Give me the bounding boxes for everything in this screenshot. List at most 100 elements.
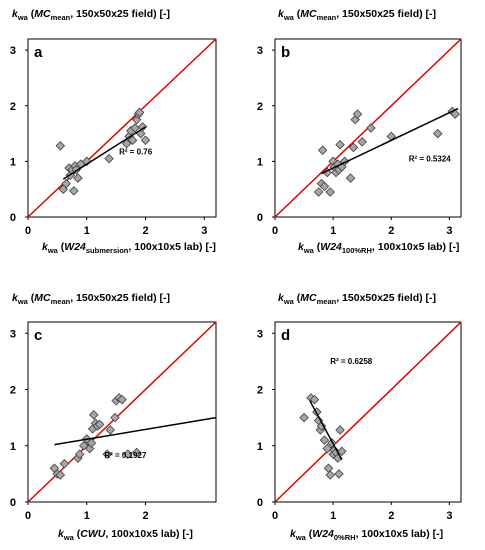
y-axis-label: kwa (MCmean, 150x50x25 field) [-] [278, 292, 437, 307]
data-point [134, 107, 145, 118]
x-tick-label: 1 [84, 510, 90, 522]
scatter-plot: 0 1 2 3 0 1 2 3 d R² = 0.6258 [257, 321, 462, 522]
x-tick-label: 3 [201, 225, 207, 237]
data-point [61, 178, 71, 189]
x-tick-label: 0 [272, 225, 278, 237]
identity-line [27, 38, 217, 218]
panel-letter: c [34, 327, 42, 344]
x-tick-label: 1 [330, 510, 336, 522]
data-point [110, 412, 120, 423]
data-point [309, 394, 320, 405]
y-tick-label: 2 [257, 101, 263, 113]
data-point [345, 173, 356, 183]
y-tick-label: 3 [10, 45, 16, 57]
data-point [105, 425, 116, 435]
data-point [104, 153, 114, 164]
data-point [137, 122, 148, 132]
data-point [81, 156, 92, 167]
x-tick-label: 3 [446, 510, 452, 522]
y-tick-label: 3 [10, 328, 16, 340]
data-point [117, 394, 127, 405]
data-point [94, 419, 105, 430]
data-point [140, 135, 151, 146]
data-point [299, 412, 309, 423]
y-tick-label: 0 [10, 212, 16, 224]
data-point [322, 443, 333, 454]
x-tick-label: 0 [272, 510, 278, 522]
data-point [339, 156, 350, 167]
data-point [313, 187, 324, 197]
trendline [62, 126, 146, 180]
y-tick-label: 0 [257, 212, 263, 224]
scatter-plot: 0 1 2 3 0 1 2 c R² = 0.1927 [10, 321, 217, 522]
x-axis-label: kwa (W24submersion, 100x10x5 lab) [-] [42, 241, 216, 256]
y-tick-label: 1 [10, 441, 16, 453]
y-tick-label: 1 [257, 441, 263, 453]
data-point [337, 446, 347, 457]
panel-letter: b [281, 44, 290, 61]
plot-frame [27, 321, 217, 503]
data-point [432, 128, 443, 139]
r-squared-label: R² = 0.1927 [104, 451, 147, 460]
data-point [69, 186, 79, 196]
data-point [352, 109, 363, 119]
data-point [317, 145, 328, 156]
panel-letter: a [34, 44, 43, 61]
data-point [335, 425, 345, 435]
y-axis-label: kwa (MCmean, 150x50x25 field) [-] [12, 292, 171, 307]
data-point [319, 435, 330, 445]
x-tick-label: 2 [142, 225, 148, 237]
x-axis-label: kwa (CWU, 100x10x5 lab) [-] [58, 528, 193, 543]
y-tick-label: 0 [257, 497, 263, 509]
x-axis-label: kwa (W240%RH, 100x10x5 lab) [-] [290, 528, 444, 543]
r-squared-label: R² = 0.6258 [330, 357, 373, 366]
r-squared-label: R² = 0.76 [119, 148, 153, 157]
panel-letter: d [281, 327, 290, 344]
x-tick-label: 2 [388, 225, 394, 237]
data-point [84, 443, 95, 454]
trendline [309, 400, 343, 461]
data-point [86, 438, 97, 448]
x-tick-label: 3 [446, 225, 452, 237]
data-point [123, 449, 133, 459]
data-point [74, 449, 85, 459]
data-point [89, 410, 99, 420]
y-tick-label: 1 [10, 156, 16, 168]
data-point [130, 123, 140, 133]
scatter-plot: 0 1 2 3 0 1 2 3 b R² = 0.5324 [257, 38, 462, 237]
data-point [450, 109, 460, 119]
y-tick-label: 3 [257, 45, 263, 57]
trendline [54, 416, 217, 446]
data-point [357, 137, 367, 147]
x-tick-label: 1 [84, 225, 90, 237]
x-tick-label: 0 [25, 510, 31, 522]
x-tick-label: 0 [25, 225, 31, 237]
data-point [334, 469, 344, 479]
plot-frame [274, 38, 462, 218]
y-tick-label: 2 [10, 101, 16, 113]
y-tick-label: 1 [257, 156, 263, 168]
data-point [121, 138, 132, 149]
y-axis-label: kwa (MCmean, 150x50x25 field) [-] [12, 8, 171, 23]
y-axis-label: kwa (MCmean, 150x50x25 field) [-] [278, 8, 437, 23]
x-axis-label: kwa (W24100%RH, 100x10x5 lab) [-] [298, 241, 460, 256]
scatter-plot: 0 1 2 3 0 1 2 3 a R² = 0.76 [10, 38, 217, 237]
x-tick-label: 2 [388, 510, 394, 522]
plot-frame [274, 321, 462, 503]
data-point [348, 142, 359, 153]
x-tick-label: 2 [142, 510, 148, 522]
data-point [325, 187, 335, 197]
x-tick-label: 1 [330, 225, 336, 237]
plot-frame [27, 38, 217, 218]
data-point [322, 167, 333, 178]
y-tick-label: 2 [10, 385, 16, 397]
data-point [55, 470, 66, 480]
data-point [73, 173, 83, 183]
data-point [335, 139, 345, 150]
data-point [323, 463, 334, 474]
data-point [127, 135, 138, 146]
trendline [321, 107, 459, 175]
data-point [319, 181, 330, 192]
y-tick-label: 3 [257, 328, 263, 340]
data-point [79, 440, 89, 451]
